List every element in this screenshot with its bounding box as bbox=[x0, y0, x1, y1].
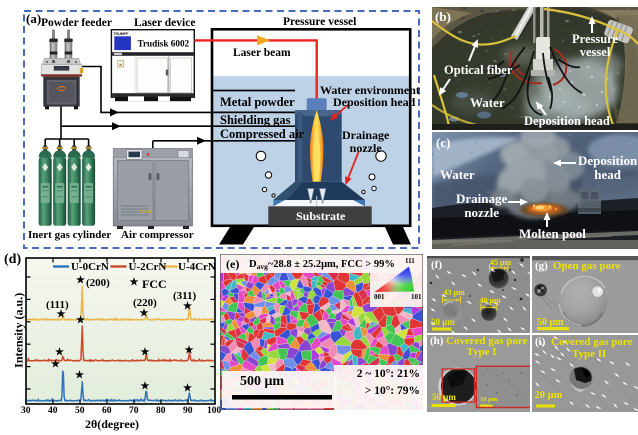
svg-text:TRUMPF: TRUMPF bbox=[113, 32, 129, 36]
svg-text:BV-30: BV-30 bbox=[139, 209, 152, 214]
svg-text:Trudisk 6002: Trudisk 6002 bbox=[138, 39, 190, 49]
